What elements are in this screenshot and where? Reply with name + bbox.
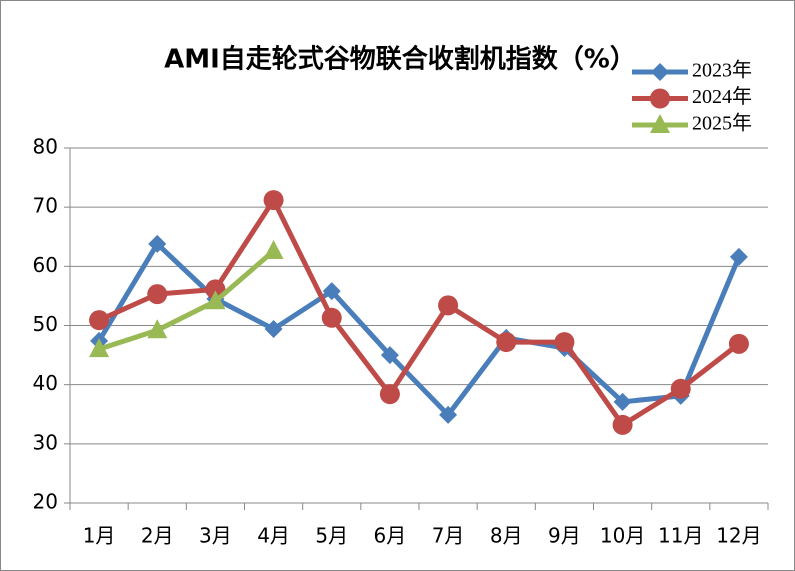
data-point [147,319,168,339]
x-tick-label: 11月 [658,524,703,548]
data-point [147,284,168,305]
data-point [438,295,459,316]
x-tick-label: 4月 [257,524,290,548]
chart-title: AMI自走轮式谷物联合收割机指数（%） [164,44,636,75]
legend-label: 2025年 [692,112,752,135]
data-point [263,190,284,211]
data-point [89,310,110,331]
y-tick-label: 50 [33,312,58,336]
data-point [205,290,226,310]
x-tick-label: 7月 [432,524,465,548]
legend-label: 2023年 [692,59,752,82]
data-point [554,332,575,353]
x-tick-label: 10月 [600,524,645,548]
x-tick-label: 5月 [315,524,348,548]
data-point [728,333,749,354]
data-point [729,247,748,266]
data-point [322,282,341,301]
data-point [263,239,284,259]
data-point [496,332,517,353]
legend-marker [650,114,670,133]
x-tick-label: 1月 [83,524,116,548]
x-tick-label: 3月 [199,524,232,548]
y-tick-label: 80 [33,135,58,159]
y-tick-label: 70 [33,194,58,218]
y-tick-label: 40 [33,371,58,395]
data-point [379,384,400,405]
data-point [439,405,458,424]
legend-label: 2024年 [692,85,752,108]
legend-marker [651,63,669,81]
data-point [670,378,691,399]
legend-marker [650,88,670,109]
x-tick-label: 9月 [548,524,581,548]
data-point [612,414,633,435]
data-point [380,346,399,365]
y-tick-label: 20 [33,490,58,514]
x-tick-label: 8月 [490,524,523,548]
x-tick-label: 6月 [374,524,407,548]
data-point [613,392,632,411]
data-point [264,320,283,339]
x-tick-label: 12月 [716,524,761,548]
data-point [321,307,342,328]
series-line [98,249,276,352]
x-tick-label: 2月 [141,524,174,548]
y-tick-label: 30 [33,430,58,454]
y-tick-label: 60 [33,253,58,277]
data-point [89,338,110,358]
data-point [148,234,167,253]
